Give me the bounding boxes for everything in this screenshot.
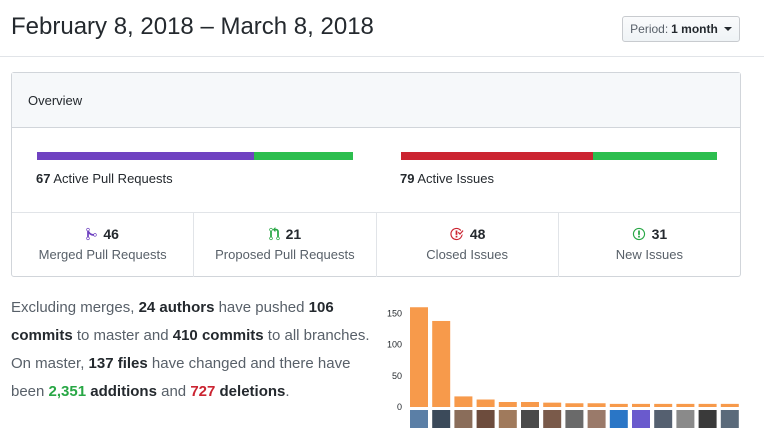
caret-down-icon	[723, 27, 732, 31]
period-value: 1 month	[671, 22, 718, 36]
y-tick-label: 0	[397, 402, 402, 412]
author-avatar[interactable]	[521, 410, 539, 428]
author-avatar[interactable]	[498, 410, 517, 428]
active-prs-count: 67	[36, 171, 51, 186]
summary-text-4: to all branches. On master,	[11, 327, 370, 372]
chart-bar[interactable]	[720, 403, 739, 407]
author-avatar[interactable]	[454, 410, 473, 428]
author-avatar[interactable]	[476, 410, 495, 428]
commits-by-author-chart: 0 50 100 150	[387, 307, 739, 428]
chart-bar[interactable]	[543, 402, 562, 407]
author-avatar[interactable]	[565, 410, 584, 428]
stat-closed-issues[interactable]: 48 Closed Issues	[377, 213, 559, 277]
merged-prs-count: 46	[103, 226, 119, 242]
period-dropdown-button[interactable]: Period: 1 month	[622, 16, 740, 42]
authors-count: 24 authors	[138, 299, 215, 316]
proposed-prs-label: Proposed Pull Requests	[215, 247, 355, 262]
files-changed-count: 137 files	[88, 355, 148, 372]
stat-merged-prs[interactable]: 46 Merged Pull Requests	[12, 213, 195, 277]
active-prs-label: Active Pull Requests	[53, 171, 173, 186]
active-issues-count: 79	[400, 171, 415, 186]
y-tick-label: 150	[387, 308, 402, 318]
chart-bar[interactable]	[476, 399, 495, 407]
y-tick-label: 50	[392, 371, 402, 381]
issue-closed-icon	[450, 227, 464, 241]
all-commits-count: 410 commits	[172, 327, 264, 344]
additions-count: 2,351	[48, 383, 87, 400]
stat-proposed-prs[interactable]: 21 Proposed Pull Requests	[194, 213, 377, 277]
page-title: February 8, 2018 – March 8, 2018	[11, 13, 374, 40]
new-segment	[593, 152, 717, 160]
period-prefix: Period:	[630, 22, 669, 36]
author-avatar[interactable]	[632, 410, 650, 428]
summary-text-5: have changed and there have been	[11, 355, 351, 400]
closed-issues-label: Closed Issues	[426, 247, 508, 262]
overview-header: Overview	[12, 73, 740, 128]
active-issues-link[interactable]: 79 Active Issues	[400, 171, 494, 186]
pull-request-bar[interactable]	[37, 152, 353, 160]
git-pull-request-icon	[268, 227, 280, 241]
summary-text-1: Excluding merges,	[11, 299, 139, 316]
commit-summary: Excluding merges, 24 authors have pushed…	[11, 299, 370, 400]
chart-bar[interactable]	[454, 396, 473, 407]
master-commits-count: 106 commits	[11, 299, 334, 344]
active-issues-label: Active Issues	[417, 171, 494, 186]
merged-prs-label: Merged Pull Requests	[38, 247, 167, 262]
chart-bar[interactable]	[521, 402, 539, 407]
git-merge-icon	[86, 227, 98, 241]
issues-bar[interactable]	[401, 152, 717, 160]
summary-text-7: and	[156, 383, 191, 400]
header: February 8, 2018 – March 8, 2018 Period:…	[0, 0, 764, 57]
chart-bar[interactable]	[698, 403, 717, 407]
closed-issues-count: 48	[469, 226, 486, 242]
author-avatar[interactable]	[587, 410, 606, 428]
active-pull-requests-link[interactable]: 67 Active Pull Requests	[36, 171, 173, 186]
chart-bar[interactable]	[432, 320, 451, 407]
new-issues-label: New Issues	[615, 247, 683, 262]
stat-new-issues[interactable]: 31 New Issues	[559, 213, 740, 277]
chart-bar[interactable]	[587, 403, 606, 407]
author-avatar[interactable]	[410, 410, 428, 428]
chart-bar[interactable]	[676, 403, 695, 407]
author-avatar[interactable]	[698, 410, 717, 428]
deletions-count: 727	[190, 383, 216, 400]
proposed-segment	[253, 152, 353, 160]
author-avatar[interactable]	[676, 410, 695, 428]
summary-text-3: to master and	[72, 327, 173, 344]
merged-segment	[37, 152, 254, 160]
bar-series	[410, 307, 739, 407]
author-avatar[interactable]	[654, 410, 673, 428]
proposed-prs-count: 21	[285, 226, 302, 242]
author-avatar[interactable]	[432, 410, 451, 428]
chart-bar[interactable]	[498, 402, 517, 407]
chart-bar[interactable]	[632, 403, 650, 407]
closed-segment	[401, 152, 593, 160]
y-axis: 0 50 100 150	[387, 308, 402, 412]
issue-opened-icon	[632, 227, 645, 241]
author-avatar[interactable]	[720, 410, 739, 428]
author-avatar[interactable]	[543, 410, 562, 428]
chart-bar[interactable]	[654, 403, 673, 407]
author-avatar[interactable]	[609, 410, 628, 428]
chart-bar[interactable]	[565, 403, 584, 407]
summary-text-2: have pushed	[214, 299, 309, 316]
additions-word: additions	[90, 383, 157, 400]
deletions-word: deletions	[219, 383, 286, 400]
y-tick-label: 100	[387, 340, 402, 350]
overview-title: Overview	[28, 93, 83, 108]
chart-bar[interactable]	[410, 307, 428, 407]
overview-panel: Overview 67 Active Pull Requests 79 Acti…	[11, 72, 741, 277]
chart-bar[interactable]	[609, 403, 628, 407]
author-avatars	[410, 410, 739, 428]
new-issues-count: 31	[651, 226, 668, 242]
overview-stats: 46 Merged Pull Requests 21 Proposed Pull…	[12, 212, 740, 277]
